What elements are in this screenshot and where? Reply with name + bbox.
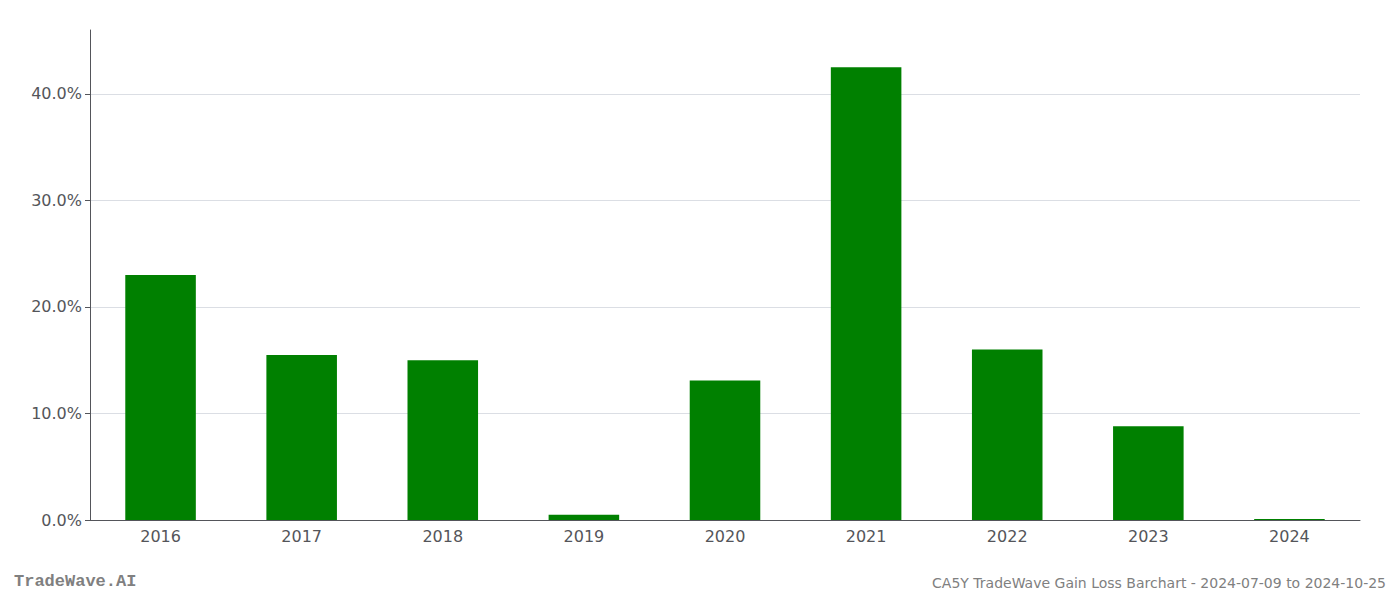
svg-text:2022: 2022 [987,527,1028,546]
svg-text:40.0%: 40.0% [31,84,82,103]
svg-text:30.0%: 30.0% [31,191,82,210]
svg-text:2018: 2018 [422,527,463,546]
svg-text:2021: 2021 [846,527,887,546]
svg-text:2016: 2016 [140,527,181,546]
svg-text:TradeWave.AI: TradeWave.AI [14,572,136,591]
svg-text:2020: 2020 [705,527,746,546]
svg-text:2023: 2023 [1128,527,1169,546]
svg-text:2019: 2019 [564,527,605,546]
svg-text:CA5Y TradeWave Gain Loss Barch: CA5Y TradeWave Gain Loss Barchart - 2024… [932,575,1386,591]
svg-text:10.0%: 10.0% [31,404,82,423]
svg-text:0.0%: 0.0% [41,511,82,530]
svg-text:20.0%: 20.0% [31,297,82,316]
svg-text:2024: 2024 [1269,527,1310,546]
svg-text:2017: 2017 [281,527,322,546]
